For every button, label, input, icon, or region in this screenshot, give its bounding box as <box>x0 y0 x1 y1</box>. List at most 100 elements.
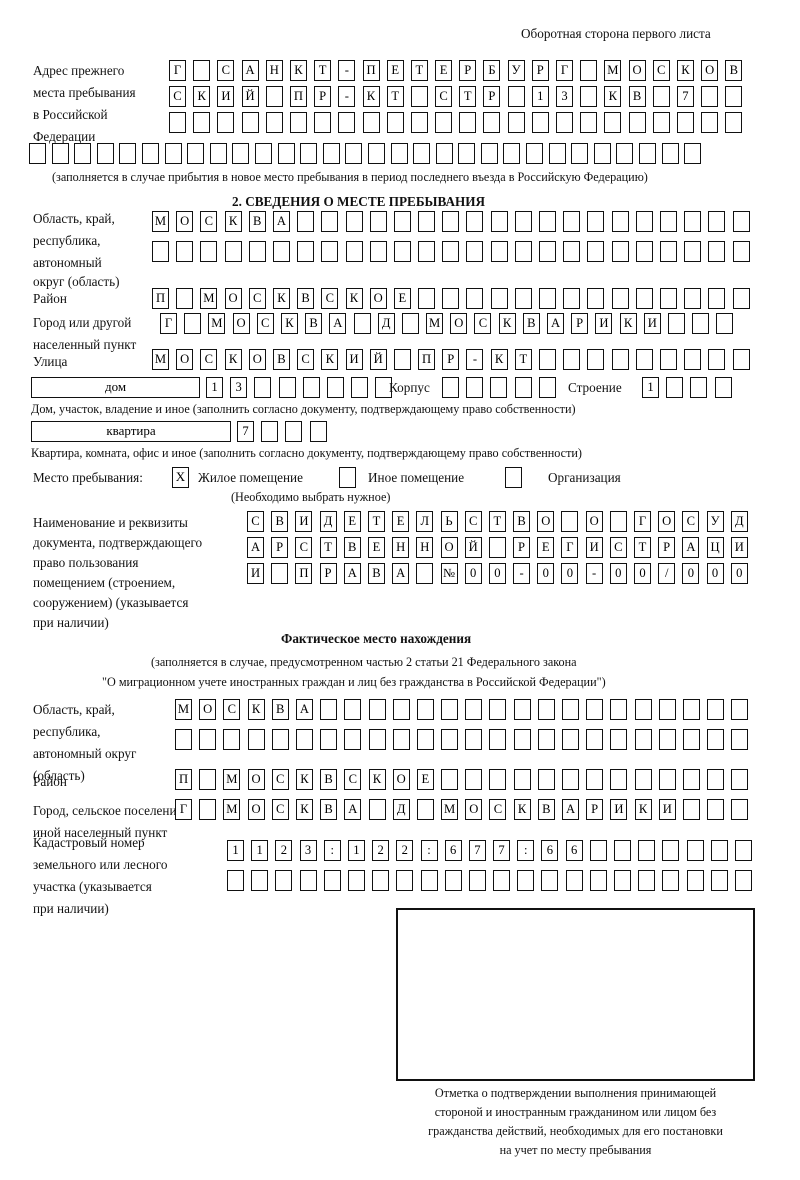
char-cell[interactable]: С <box>271 799 289 820</box>
char-cell[interactable]: - <box>338 60 356 81</box>
char-cell[interactable] <box>659 241 677 262</box>
char-cell[interactable]: 1 <box>347 840 365 861</box>
char-cell[interactable] <box>731 799 749 820</box>
previous-address-row-3[interactable] <box>169 112 743 133</box>
char-cell[interactable]: А <box>682 537 700 558</box>
char-cell[interactable] <box>732 211 750 232</box>
char-cell[interactable]: - <box>466 349 484 370</box>
char-cell[interactable]: 3 <box>556 86 573 107</box>
char-cell[interactable] <box>734 840 752 861</box>
char-cell[interactable]: 1 <box>531 86 549 107</box>
char-cell[interactable]: - <box>585 563 603 584</box>
char-cell[interactable] <box>684 288 702 309</box>
char-cell[interactable]: Т <box>634 537 651 558</box>
char-cell[interactable] <box>589 870 607 891</box>
char-cell[interactable]: С <box>295 537 313 558</box>
char-cell[interactable]: Е <box>393 288 411 309</box>
char-cell[interactable]: К <box>490 349 508 370</box>
char-cell[interactable]: Е <box>367 537 385 558</box>
char-cell[interactable] <box>701 86 719 107</box>
char-cell[interactable] <box>254 143 272 164</box>
char-cell[interactable] <box>489 729 507 750</box>
char-cell[interactable] <box>265 86 283 107</box>
char-cell[interactable] <box>539 211 556 232</box>
char-cell[interactable]: 0 <box>561 563 579 584</box>
char-cell[interactable] <box>659 349 677 370</box>
char-cell[interactable]: Т <box>367 511 385 532</box>
char-cell[interactable]: Ц <box>706 537 724 558</box>
char-cell[interactable] <box>338 112 356 133</box>
char-cell[interactable]: П <box>362 60 380 81</box>
char-cell[interactable] <box>614 870 631 891</box>
char-cell[interactable] <box>393 349 411 370</box>
char-cell[interactable] <box>351 377 369 398</box>
char-cell[interactable]: Д <box>730 511 748 532</box>
char-cell[interactable] <box>96 143 114 164</box>
char-cell[interactable]: М <box>152 211 169 232</box>
char-cell[interactable]: Р <box>483 86 501 107</box>
char-cell[interactable]: Р <box>459 60 477 81</box>
char-cell[interactable] <box>638 870 656 891</box>
char-cell[interactable]: К <box>272 288 290 309</box>
char-cell[interactable] <box>587 241 605 262</box>
char-cell[interactable] <box>571 143 589 164</box>
char-cell[interactable] <box>375 377 393 398</box>
char-cell[interactable]: 7 <box>237 421 254 442</box>
char-cell[interactable] <box>416 563 434 584</box>
char-cell[interactable] <box>418 241 436 262</box>
char-cell[interactable]: И <box>247 563 264 584</box>
char-cell[interactable] <box>199 799 217 820</box>
char-cell[interactable]: К <box>513 799 531 820</box>
char-cell[interactable] <box>659 211 677 232</box>
char-cell[interactable] <box>119 143 137 164</box>
char-cell[interactable] <box>686 840 704 861</box>
char-cell[interactable] <box>465 729 483 750</box>
char-cell[interactable] <box>435 143 453 164</box>
char-cell[interactable]: О <box>247 769 265 790</box>
char-cell[interactable]: П <box>295 563 313 584</box>
confirmation-stamp-box[interactable] <box>396 908 755 1081</box>
char-cell[interactable] <box>580 60 598 81</box>
char-cell[interactable] <box>416 699 434 720</box>
char-cell[interactable] <box>74 143 92 164</box>
char-cell[interactable]: Р <box>271 537 289 558</box>
char-cell[interactable] <box>682 799 700 820</box>
char-cell[interactable]: И <box>643 313 661 334</box>
char-cell[interactable] <box>289 112 307 133</box>
char-cell[interactable]: Е <box>392 511 410 532</box>
char-cell[interactable] <box>490 211 508 232</box>
char-cell[interactable] <box>465 699 483 720</box>
char-cell[interactable] <box>372 870 390 891</box>
char-cell[interactable] <box>392 729 410 750</box>
char-cell[interactable] <box>458 143 476 164</box>
char-cell[interactable] <box>152 241 169 262</box>
char-cell[interactable] <box>248 241 266 262</box>
char-cell[interactable]: К <box>295 799 313 820</box>
char-cell[interactable] <box>707 769 725 790</box>
char-cell[interactable] <box>562 729 579 750</box>
char-cell[interactable]: 0 <box>634 563 651 584</box>
char-cell[interactable] <box>323 870 341 891</box>
char-cell[interactable]: О <box>701 60 719 81</box>
char-cell[interactable] <box>320 729 338 750</box>
char-cell[interactable]: С <box>652 60 670 81</box>
char-cell[interactable]: П <box>175 769 192 790</box>
char-cell[interactable]: / <box>658 563 676 584</box>
char-cell[interactable]: А <box>329 313 347 334</box>
char-cell[interactable]: К <box>498 313 516 334</box>
char-cell[interactable] <box>368 799 386 820</box>
char-cell[interactable]: О <box>176 211 194 232</box>
char-cell[interactable]: 1 <box>251 840 269 861</box>
stay-option-other-checkbox[interactable] <box>339 467 356 488</box>
char-cell[interactable]: К <box>193 86 211 107</box>
char-cell[interactable] <box>297 241 315 262</box>
char-cell[interactable] <box>416 799 434 820</box>
char-cell[interactable]: П <box>289 86 307 107</box>
char-cell[interactable] <box>635 288 653 309</box>
char-cell[interactable]: О <box>450 313 468 334</box>
char-cell[interactable] <box>466 211 484 232</box>
char-cell[interactable] <box>295 729 313 750</box>
char-cell[interactable]: С <box>271 769 289 790</box>
